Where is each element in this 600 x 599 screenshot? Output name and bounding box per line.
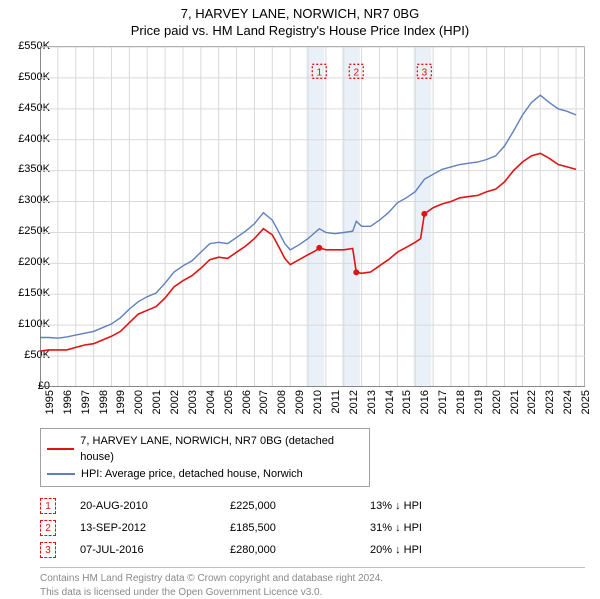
x-axis-labels: 1995 1996 1997 1998 1999 2000 2001 2002 2003 2004… — [40, 386, 585, 424]
event-date: 07-JUL-2016 — [80, 544, 230, 556]
title-subtitle: Price paid vs. HM Land Registry's House … — [0, 23, 600, 40]
x-tick-label: 2007 — [258, 390, 270, 414]
svg-text:1: 1 — [317, 67, 323, 78]
legend-row-property: 7, HARVEY LANE, NORWICH, NR7 0BG (detach… — [47, 433, 363, 466]
event-date: 13-SEP-2012 — [80, 522, 230, 534]
event-price: £225,000 — [230, 500, 370, 512]
x-tick-label: 2002 — [169, 390, 181, 414]
event-date: 20-AUG-2010 — [80, 500, 230, 512]
event-row: 1 20-AUG-2010 £225,000 13% ↓ HPI — [40, 495, 585, 517]
x-tick-label: 2018 — [455, 390, 467, 414]
x-tick-label: 1999 — [115, 390, 127, 414]
x-tick-label: 2021 — [509, 390, 521, 414]
event-marker-1: 1 — [40, 498, 56, 514]
x-tick-label: 2013 — [366, 390, 378, 414]
sale-events-table: 1 20-AUG-2010 £225,000 13% ↓ HPI 2 13-SE… — [40, 495, 585, 561]
chart-title-block: 7, HARVEY LANE, NORWICH, NR7 0BG Price p… — [0, 0, 600, 40]
event-diff: 13% ↓ HPI — [370, 500, 490, 512]
x-tick-label: 1995 — [44, 390, 56, 414]
x-tick-label: 2015 — [401, 390, 413, 414]
x-tick-label: 2008 — [276, 390, 288, 414]
x-tick-label: 2012 — [348, 390, 360, 414]
x-tick-label: 2010 — [312, 390, 324, 414]
chart-plot-area: 1 2 3 — [40, 46, 585, 386]
attribution-footer: Contains HM Land Registry data © Crown c… — [40, 567, 585, 599]
x-tick-label: 2000 — [133, 390, 145, 414]
svg-text:3: 3 — [422, 67, 428, 78]
x-tick-label: 2016 — [419, 390, 431, 414]
x-tick-label: 2011 — [330, 390, 342, 414]
x-tick-label: 2014 — [384, 390, 396, 414]
x-tick-label: 2024 — [562, 390, 574, 414]
footer-line-1: Contains HM Land Registry data © Crown c… — [40, 572, 585, 586]
chart-svg: 1 2 3 — [40, 47, 585, 387]
x-tick-label: 2022 — [526, 390, 538, 414]
footer-line-2: This data is licensed under the Open Gov… — [40, 586, 585, 599]
event-diff: 20% ↓ HPI — [370, 544, 490, 556]
x-tick-label: 2019 — [473, 390, 485, 414]
x-tick-label: 2017 — [437, 390, 449, 414]
x-tick-label: 2023 — [544, 390, 556, 414]
x-tick-label: 2005 — [223, 390, 235, 414]
legend-label-hpi: HPI: Average price, detached house, Norw… — [81, 466, 303, 483]
x-tick-label: 1998 — [98, 390, 110, 414]
x-tick-label: 2004 — [205, 390, 217, 414]
x-tick-label: 2020 — [491, 390, 503, 414]
x-tick-label: 1996 — [62, 390, 74, 414]
event-diff: 31% ↓ HPI — [370, 522, 490, 534]
event-marker-2: 2 — [40, 520, 56, 536]
event-price: £280,000 — [230, 544, 370, 556]
event-marker-3: 3 — [40, 542, 56, 558]
legend-label-property: 7, HARVEY LANE, NORWICH, NR7 0BG (detach… — [80, 433, 363, 466]
x-tick-label: 2009 — [294, 390, 306, 414]
x-tick-label: 2003 — [187, 390, 199, 414]
legend-swatch-property — [47, 448, 74, 450]
event-row: 2 13-SEP-2012 £185,500 31% ↓ HPI — [40, 517, 585, 539]
event-price: £185,500 — [230, 522, 370, 534]
x-tick-label: 1997 — [80, 390, 92, 414]
svg-text:2: 2 — [353, 67, 359, 78]
chart-legend: 7, HARVEY LANE, NORWICH, NR7 0BG (detach… — [40, 428, 370, 488]
x-tick-label: 2001 — [151, 390, 163, 414]
legend-swatch-hpi — [47, 473, 75, 475]
event-row: 3 07-JUL-2016 £280,000 20% ↓ HPI — [40, 539, 585, 561]
x-tick-label: 2006 — [241, 390, 253, 414]
legend-row-hpi: HPI: Average price, detached house, Norw… — [47, 466, 363, 483]
x-tick-label: 2025 — [580, 390, 592, 414]
title-address: 7, HARVEY LANE, NORWICH, NR7 0BG — [0, 6, 600, 23]
